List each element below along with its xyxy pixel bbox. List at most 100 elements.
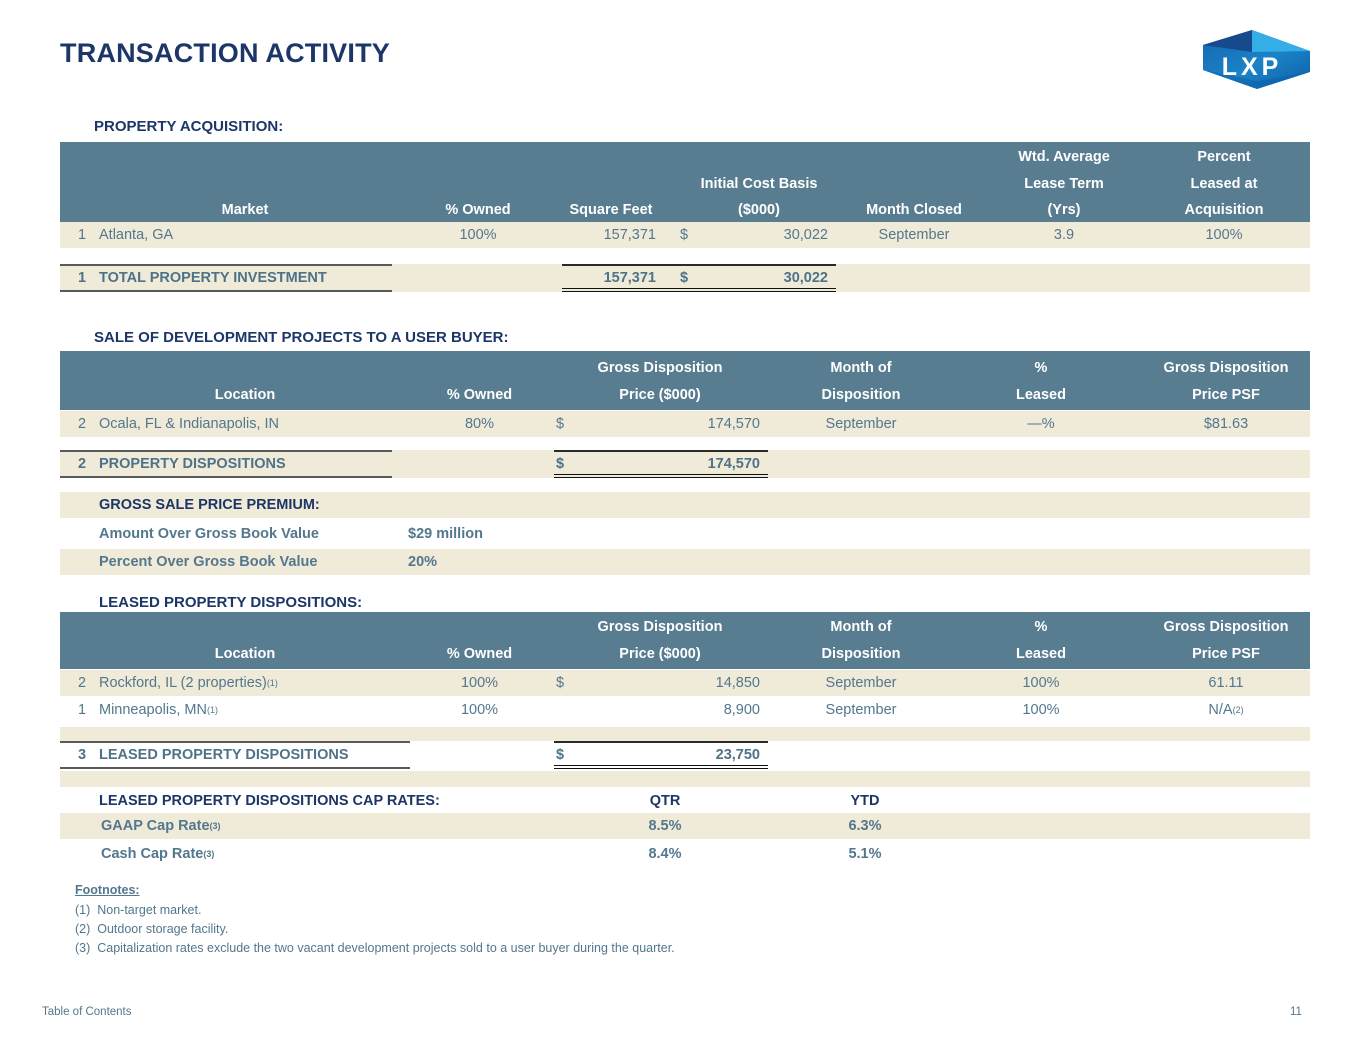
footnote-number: (1) [75, 903, 91, 917]
total-cost: 30,022 [783, 270, 828, 286]
cell-month: September [825, 702, 897, 718]
header-psf-2: Price PSF [1192, 387, 1260, 403]
total-label-box [60, 741, 410, 769]
premium-label: Amount Over Gross Book Value [99, 526, 319, 542]
header-leased-2: Leased [1016, 646, 1066, 662]
premium-row-percent: Percent Over Gross Book Value 20% [60, 549, 1310, 575]
footnote-number: (3) [75, 941, 91, 955]
header-owned: % Owned [446, 646, 513, 662]
section-label-acquisition: PROPERTY ACQUISITION: [94, 118, 284, 135]
total-square-feet: 157,371 [603, 270, 656, 286]
cell-row-number: 1 [77, 227, 87, 243]
cell-cost: 30,022 [783, 227, 828, 243]
filler-stripe [60, 727, 1310, 741]
header-line-1: Wtd. Average Percent [60, 146, 1310, 168]
header-month-1: Month of [830, 360, 892, 376]
total-label: TOTAL PROPERTY INVESTMENT [99, 270, 327, 286]
cell-price-psf: 61.11 [1132, 670, 1320, 696]
leased-table-header: Gross Disposition Month of % Gross Dispo… [60, 612, 1310, 669]
cell-owned: 80% [464, 416, 495, 432]
header-leased-2: Leased [1016, 387, 1066, 403]
location-text: Minneapolis, MN [99, 702, 207, 718]
header-psf-1: Gross Disposition [1163, 360, 1289, 376]
footnote-item: (3) Capitalization rates exclude the two… [75, 941, 675, 955]
page-title: TRANSACTION ACTIVITY [60, 38, 390, 68]
header-owned: % Owned [446, 387, 513, 403]
cell-price: 8,900 [723, 702, 760, 718]
cell-leased: 100% [1022, 702, 1060, 718]
header-line-3: Market % Owned Square Feet ($000) Month … [60, 199, 1310, 221]
total-row-number: 3 [77, 747, 87, 763]
footnote-item: (1) Non-target market. [75, 903, 201, 917]
cap-rate-label-text: Cash Cap Rate [101, 846, 204, 862]
header-month-closed: Month Closed [866, 202, 962, 218]
acquisition-table-header: Wtd. Average Percent Initial Cost Basis … [60, 142, 1310, 222]
cell-square-feet: 157,371 [603, 227, 656, 243]
cap-rate-row-gaap: GAAP Cap Rate (3) 8.5% 6.3% [60, 813, 1310, 839]
cell-owned: 100% [460, 675, 499, 691]
header-wtd-avg-1: Wtd. Average [1018, 149, 1110, 165]
total-row-number: 1 [77, 270, 87, 286]
total-row-property-investment: 1 TOTAL PROPERTY INVESTMENT 157,371 $ 30… [60, 264, 1310, 292]
cell-row-number: 2 [77, 675, 87, 691]
total-label-box [60, 264, 392, 292]
footnote-text: Outdoor storage facility. [97, 922, 229, 936]
cap-rate-qtr-value: 8.4% [648, 846, 682, 862]
footnote-text: Capitalization rates exclude the two vac… [97, 941, 675, 955]
cell-price-psf: N/A (2) [1208, 702, 1244, 718]
cell-pct-leased: 100% [1205, 227, 1243, 243]
header-leased-1: % [1034, 619, 1048, 635]
table-of-contents-link[interactable]: Table of Contents [42, 1006, 132, 1018]
cell-location: Minneapolis, MN (1) [99, 702, 218, 718]
header-month-2: Disposition [821, 387, 901, 403]
cell-dollar-sign: $ [680, 227, 689, 243]
psf-text: 61.11 [1208, 675, 1244, 691]
cell-row-number: 1 [77, 702, 87, 718]
cell-dollar-sign: $ [556, 416, 565, 432]
cap-rate-row-cash: Cash Cap Rate (3) 8.4% 5.1% [60, 841, 1310, 867]
total-row-property-dispositions: 2 PROPERTY DISPOSITIONS $ 174,570 [60, 450, 1310, 478]
header-month-2: Disposition [821, 646, 901, 662]
total-dollar-sign: $ [556, 456, 565, 472]
table-row-rockford: 2 Rockford, IL (2 properties) (1) 100% $ … [60, 670, 1310, 696]
logo-left-face [1203, 30, 1252, 52]
cell-wtd-avg: 3.9 [1053, 227, 1075, 243]
cap-rate-ytd-value: 6.3% [848, 818, 882, 834]
header-price-2: Price ($000) [619, 646, 701, 662]
total-label-box [60, 450, 392, 478]
header-line-1: Gross Disposition Month of % Gross Dispo… [60, 616, 1310, 638]
cap-rate-qtr-value: 8.5% [648, 818, 682, 834]
cell-market: Atlanta, GA [99, 227, 174, 243]
header-price-1: Gross Disposition [597, 360, 723, 376]
premium-value: 20% [408, 554, 438, 570]
premium-value: $29 million [408, 526, 483, 542]
cell-month: September [825, 675, 897, 691]
header-location: Location [214, 646, 276, 662]
cap-rate-ytd-value: 5.1% [848, 846, 882, 862]
table-row-ocala: 2 Ocala, FL & Indianapolis, IN 80% $ 174… [60, 411, 1310, 437]
header-price-2: Price ($000) [619, 387, 701, 403]
cell-dollar-sign [556, 697, 578, 723]
cell-owned: 100% [459, 227, 497, 243]
header-pct-1: Percent [1197, 149, 1251, 165]
cell-location: Rockford, IL (2 properties) (1) [99, 675, 278, 691]
total-row-leased-dispositions: 3 LEASED PROPERTY DISPOSITIONS $ 23,750 [60, 741, 1310, 769]
cell-price: 174,570 [707, 416, 760, 432]
cell-owned: 100% [460, 702, 499, 718]
cap-rates-header-row: LEASED PROPERTY DISPOSITIONS CAP RATES: … [60, 789, 1310, 813]
table-row-minneapolis: 1 Minneapolis, MN (1) 100% 8,900 Septembe… [60, 697, 1310, 723]
section-label-cap-rates: LEASED PROPERTY DISPOSITIONS CAP RATES: [99, 793, 440, 809]
section-label-leased-dispositions: LEASED PROPERTY DISPOSITIONS: [99, 594, 363, 611]
header-line-1: Gross Disposition Month of % Gross Dispo… [60, 357, 1310, 379]
header-square-feet: Square Feet [569, 202, 653, 218]
page-number: 11 [1290, 1006, 1302, 1018]
psf-text: N/A [1208, 702, 1233, 718]
header-pct-3: Acquisition [1184, 202, 1264, 218]
cell-month-closed: September [878, 227, 950, 243]
total-price: 23,750 [715, 747, 760, 763]
cap-rate-label-text: GAAP Cap Rate [101, 818, 210, 834]
logo-top-face [1252, 30, 1310, 52]
header-location: Location [214, 387, 276, 403]
table-row-atlanta: 1 Atlanta, GA 100% 157,371 $ 30,022 Sept… [60, 222, 1310, 248]
